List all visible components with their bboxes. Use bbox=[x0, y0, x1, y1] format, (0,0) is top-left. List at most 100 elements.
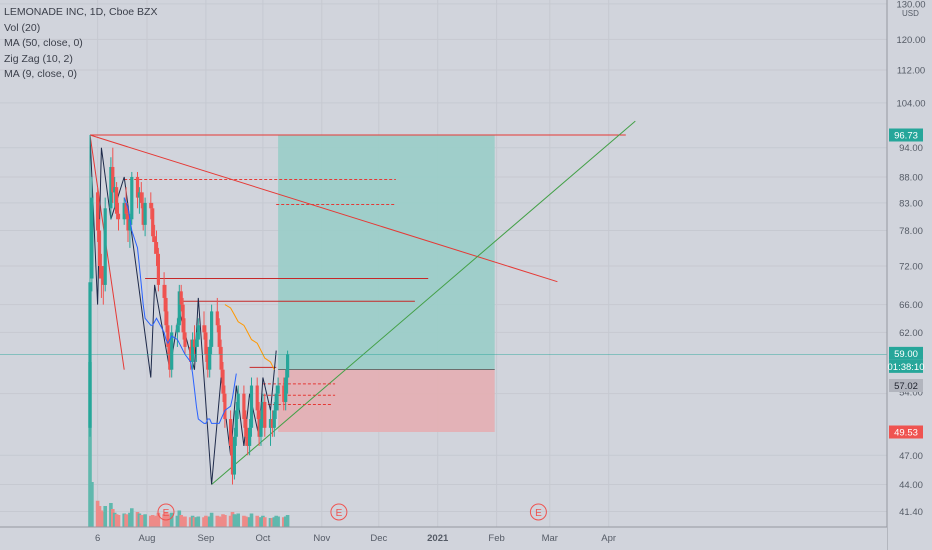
volume-bar bbox=[282, 517, 286, 527]
time-tick-label: Mar bbox=[542, 533, 558, 544]
volume-bar bbox=[179, 515, 183, 527]
countdown-label: 01:38:10 bbox=[888, 362, 925, 373]
candle-body bbox=[154, 242, 159, 254]
countdown-label-bg bbox=[889, 359, 923, 373]
volume-bar bbox=[204, 515, 208, 527]
volume-bar bbox=[244, 516, 248, 527]
price-unit-label: USD bbox=[902, 9, 919, 18]
volume-bar bbox=[255, 515, 259, 527]
volume-bar bbox=[109, 503, 113, 527]
volume-bar bbox=[150, 515, 155, 527]
candle-body bbox=[261, 401, 265, 420]
profit-zone bbox=[278, 135, 495, 370]
candle-body bbox=[232, 436, 236, 475]
volume-bar bbox=[223, 515, 227, 527]
volume-bar bbox=[99, 510, 104, 527]
candle-body bbox=[116, 213, 121, 220]
candle-body bbox=[99, 266, 103, 279]
candle-body bbox=[221, 369, 225, 394]
volume-bar bbox=[228, 515, 233, 527]
legend-study-ma50[interactable]: MA (50, close, 0) bbox=[4, 37, 83, 49]
candle-body bbox=[236, 393, 240, 411]
price-tick-label: 66.00 bbox=[899, 300, 923, 311]
candle-body bbox=[141, 202, 145, 225]
volume-bar bbox=[261, 515, 265, 527]
volume-bar bbox=[101, 512, 106, 527]
volume-bar bbox=[156, 512, 161, 527]
price-tick-label: 130.00 bbox=[896, 0, 925, 10]
legend-title[interactable]: LEMONADE INC, 1D, Cboe BZX bbox=[4, 6, 158, 18]
volume-bar bbox=[202, 517, 206, 527]
volume-bar bbox=[137, 513, 142, 527]
volume-bar bbox=[192, 517, 197, 527]
time-tick-label: Aug bbox=[139, 533, 156, 544]
volume-bar bbox=[141, 515, 145, 527]
volume-bar bbox=[183, 516, 187, 527]
volume-bar bbox=[272, 517, 277, 527]
volume-bar bbox=[194, 517, 199, 527]
volume-bar bbox=[270, 518, 275, 527]
candle-body bbox=[196, 325, 200, 340]
candle-body bbox=[166, 325, 170, 347]
stop-price-label: 49.53 bbox=[894, 428, 918, 439]
price-tick-label: 83.00 bbox=[899, 198, 923, 209]
last-price-label-bg bbox=[889, 346, 923, 360]
volume-bar bbox=[149, 515, 153, 527]
price-tick-label: 78.00 bbox=[899, 226, 923, 237]
entry-price-label: 57.02 bbox=[894, 381, 918, 392]
candle-body bbox=[149, 202, 153, 209]
target-price-label-bg bbox=[889, 128, 923, 142]
volume-bar bbox=[139, 515, 144, 527]
candle-body bbox=[122, 202, 126, 220]
candle-body bbox=[284, 377, 288, 402]
volume-bar bbox=[111, 509, 115, 527]
volume-bar bbox=[114, 514, 119, 527]
candle-body bbox=[229, 419, 233, 446]
time-tick-label: Oct bbox=[256, 533, 271, 544]
price-axis-background bbox=[887, 0, 932, 550]
volume-bar bbox=[274, 515, 278, 527]
price-tick-label: 120.00 bbox=[896, 35, 925, 46]
candle-body bbox=[135, 176, 140, 198]
candle-body bbox=[286, 354, 290, 378]
candle-body bbox=[270, 419, 274, 428]
price-tick-label: 44.00 bbox=[899, 480, 923, 491]
candle-body bbox=[219, 346, 223, 370]
loss-zone bbox=[278, 369, 495, 432]
candle-body bbox=[137, 192, 141, 198]
volume-bar bbox=[124, 514, 128, 527]
candle-body bbox=[282, 385, 286, 402]
stop-price-label-bg bbox=[889, 425, 923, 439]
volume-bars bbox=[88, 362, 290, 527]
volume-bar bbox=[152, 516, 157, 527]
candle-body bbox=[244, 419, 248, 437]
legend-study-zigzag[interactable]: Zig Zag (10, 2) bbox=[4, 52, 73, 65]
volume-bar bbox=[181, 516, 185, 527]
candle-body bbox=[170, 332, 174, 370]
volume-bar bbox=[247, 517, 252, 527]
time-tick-label: 6 bbox=[95, 533, 100, 544]
volume-bar bbox=[236, 513, 240, 527]
time-axis-labels: 6 Aug Sep Oct Nov Dec 2021 Feb Mar Apr bbox=[95, 533, 616, 544]
volume-bar bbox=[263, 517, 267, 527]
time-tick-label: Nov bbox=[313, 533, 330, 544]
chart-legend: LEMONADE INC, 1D, Cboe BZX Vol (20) MA (… bbox=[4, 5, 157, 83]
candle-body bbox=[230, 445, 235, 475]
time-tick-label: 2021 bbox=[427, 533, 449, 544]
candle-body bbox=[156, 253, 160, 285]
candle-body bbox=[217, 325, 221, 347]
price-tick-label: 72.00 bbox=[899, 262, 923, 273]
candle-body bbox=[168, 346, 172, 370]
volume-bar bbox=[268, 518, 273, 527]
candle-body bbox=[183, 332, 187, 347]
descending-trendline bbox=[89, 134, 558, 283]
legend-study-volume[interactable]: Vol (20) bbox=[4, 21, 41, 34]
candle-body bbox=[272, 410, 276, 428]
legend-study-ma9[interactable]: MA (9, close, 0) bbox=[4, 68, 77, 80]
volume-bar bbox=[242, 515, 246, 527]
volume-bar bbox=[88, 362, 92, 527]
candle-body bbox=[124, 202, 128, 214]
candle-body bbox=[97, 230, 102, 267]
